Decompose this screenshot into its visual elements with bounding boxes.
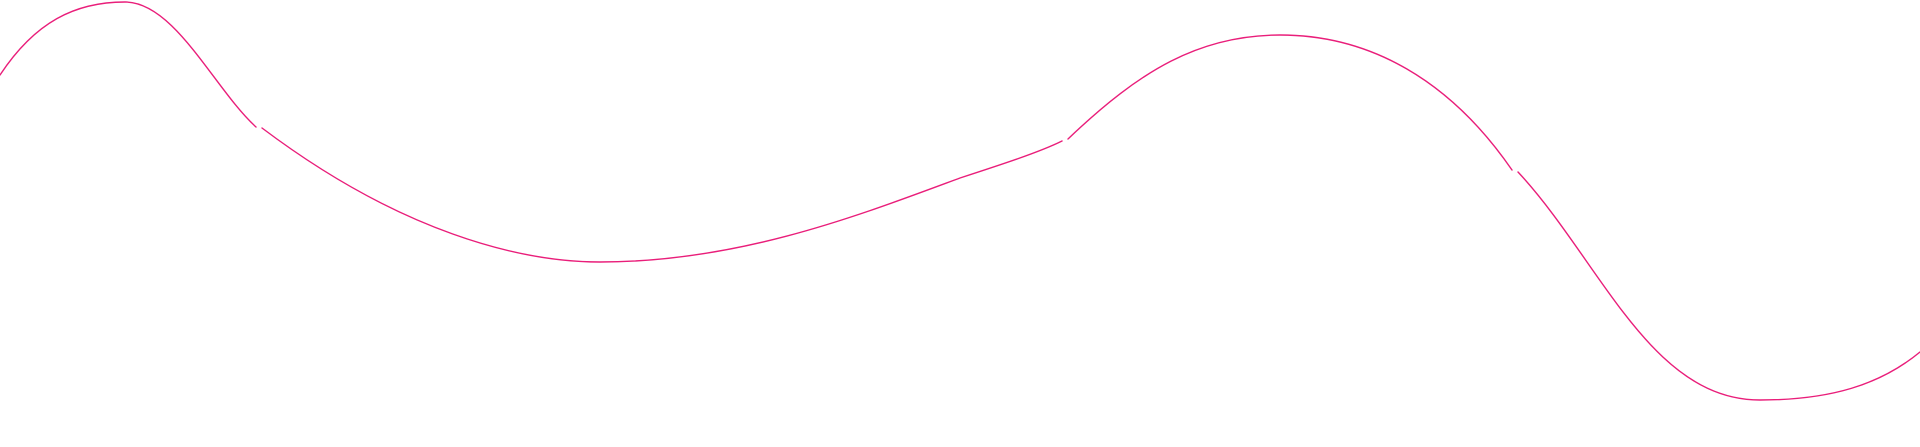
- wave-segment-2: [261, 127, 1063, 263]
- wave-segment-1: [0, 1, 257, 128]
- wave-segment-4: [1517, 171, 1920, 401]
- wave-segment-3: [1067, 34, 1513, 171]
